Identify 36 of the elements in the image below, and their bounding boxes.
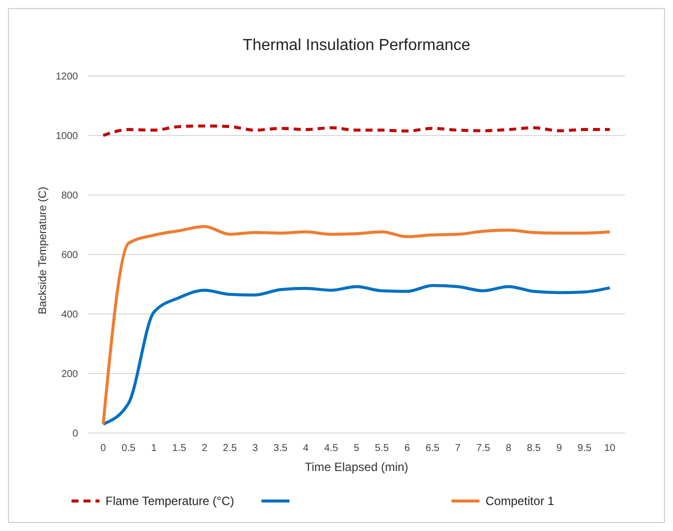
line-series [102, 284, 612, 426]
x-tick-label: 5 [354, 443, 360, 454]
legend-label: Flame Temperature (°C) [106, 494, 234, 508]
x-tick-label: 7.5 [476, 443, 491, 454]
x-tick-label: 4.5 [324, 443, 339, 454]
x-tick-label: 1 [151, 443, 158, 454]
x-tick-label: 3.5 [274, 443, 288, 454]
x-tick-label: 9 [556, 443, 562, 454]
x-tick-label: 0.5 [122, 443, 136, 454]
y-tick-label: 0 [72, 428, 78, 440]
y-tick-label: 200 [61, 369, 78, 380]
x-tick-label: 6.5 [426, 443, 440, 454]
y-tick-label: 1000 [56, 131, 78, 142]
x-tick-label: 8 [506, 443, 512, 454]
x-tick-label: 1.5 [172, 443, 187, 454]
x-tick-label: 9.5 [578, 443, 592, 454]
x-axis-title: Time Elapsed (min) [304, 460, 408, 474]
x-tick-label: 2.5 [222, 443, 238, 454]
line-series [102, 124, 612, 137]
x-tick-label: 4 [303, 443, 310, 454]
line-series [102, 225, 612, 426]
x-tick-label: 5.5 [374, 443, 390, 454]
x-tick-label: 0 [100, 443, 106, 454]
x-tick-label: 6 [404, 443, 410, 454]
y-tick-label: 400 [61, 310, 78, 320]
y-tick-label: 1200 [56, 72, 78, 82]
y-tick-label: 600 [61, 250, 78, 261]
x-tick-label: 7 [455, 443, 462, 454]
legend-label: Competitor 1 [486, 494, 555, 508]
x-tick-label: 3 [252, 443, 258, 454]
y-axis-title: Backside Temperature (C) [37, 186, 49, 314]
x-tick-label: 2 [202, 443, 208, 454]
chart-title: Thermal Insulation Performance [242, 37, 470, 54]
x-tick-label: 8.5 [526, 443, 542, 454]
x-tick-label: 10 [604, 443, 616, 454]
y-tick-label: 800 [61, 190, 78, 202]
